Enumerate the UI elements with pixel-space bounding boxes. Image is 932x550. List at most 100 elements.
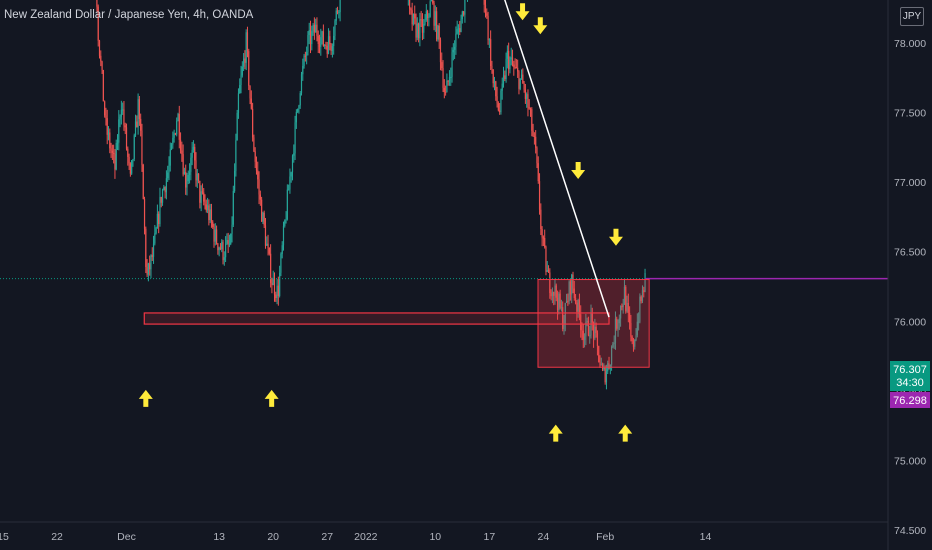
candle-body <box>132 159 134 161</box>
time-tick-label: 24 <box>538 531 550 543</box>
down-arrow-annotation[interactable] <box>533 17 548 35</box>
candle-body <box>613 342 615 344</box>
time-tick-label: 13 <box>213 531 225 543</box>
candle-body <box>300 74 303 94</box>
candle-body <box>631 336 633 342</box>
down-arrow-annotation[interactable] <box>608 228 623 246</box>
candle-body <box>542 237 544 239</box>
candle-body <box>192 146 195 150</box>
price-tick-label: 75.000 <box>894 456 926 468</box>
candle-body <box>237 93 240 113</box>
up-arrow-annotation[interactable] <box>618 424 633 442</box>
candle-body <box>179 139 182 151</box>
up-arrow-annotation[interactable] <box>264 389 279 407</box>
candle-body <box>600 364 602 366</box>
candle-body <box>509 59 511 70</box>
candle-body <box>447 80 449 82</box>
candle-body <box>571 274 573 295</box>
candle-body <box>510 57 512 60</box>
candle-body <box>529 108 532 110</box>
candle-body <box>282 225 285 246</box>
candle-body <box>595 326 597 333</box>
candle-body <box>143 198 146 229</box>
candle-body <box>223 257 225 261</box>
candle-body <box>535 136 537 148</box>
candle-body <box>508 50 510 70</box>
candle-body <box>101 61 103 70</box>
candle-body <box>159 197 161 225</box>
candle-body <box>599 361 601 365</box>
down-arrow-annotation[interactable] <box>571 161 586 179</box>
candle-body <box>541 228 543 238</box>
candle-body <box>185 171 187 188</box>
candle-body <box>194 146 196 161</box>
candle-body <box>186 181 188 188</box>
candle-body <box>149 263 151 270</box>
candle-body <box>540 209 542 229</box>
candle-body <box>138 99 140 119</box>
currency-badge[interactable]: JPY <box>900 7 924 26</box>
candle-body <box>187 175 189 182</box>
candle-body <box>419 19 421 39</box>
consolidation-zone[interactable] <box>537 279 650 368</box>
candle-body <box>113 152 115 154</box>
down-arrow-annotation[interactable] <box>515 3 530 21</box>
candle-body <box>313 24 315 33</box>
price-scale[interactable]: 81.50081.00080.50080.00079.50079.00078.5… <box>894 0 926 537</box>
descending-trendline[interactable] <box>478 0 610 318</box>
time-tick-label: 27 <box>321 531 333 543</box>
candle-body <box>459 28 461 32</box>
candle-body <box>549 272 551 294</box>
candle-body <box>270 253 272 283</box>
candle-body <box>416 23 418 38</box>
candle-body <box>499 110 501 113</box>
candle-body <box>333 35 335 47</box>
candle-body <box>214 229 216 242</box>
candle-body <box>306 51 308 56</box>
candle-body <box>316 24 318 36</box>
candle-body <box>487 15 489 40</box>
candle-body <box>241 66 243 76</box>
candle-body <box>271 282 273 286</box>
candle-body <box>527 94 529 108</box>
candle-body <box>497 103 499 111</box>
candle-body <box>526 94 528 99</box>
candle-body <box>145 228 147 267</box>
candle-body <box>528 107 530 109</box>
support-zone[interactable] <box>143 312 610 325</box>
candle-body <box>573 288 575 298</box>
candle-body <box>190 157 192 172</box>
candle-body <box>96 0 98 7</box>
candle-body <box>246 32 249 52</box>
candle-body <box>578 299 581 315</box>
candle-body <box>124 125 126 128</box>
candle-body <box>408 0 411 9</box>
candle-body <box>259 194 261 200</box>
candle-body <box>574 297 577 303</box>
candle-body <box>224 243 227 258</box>
time-axis[interactable]: 15 22 Dec 13 20 27 2022 10 17 24 Feb 14 <box>0 531 712 543</box>
candle-body <box>297 108 299 112</box>
up-arrow-annotation[interactable] <box>548 424 563 442</box>
candle-body <box>173 133 175 138</box>
up-arrow-annotation[interactable] <box>138 389 153 407</box>
candle-body <box>330 44 332 52</box>
candle-body <box>537 163 539 182</box>
candle-body <box>291 155 294 173</box>
candle-body <box>150 255 152 270</box>
candle-body <box>582 330 584 340</box>
candle-body <box>221 241 223 250</box>
candle-body <box>581 330 583 332</box>
candle-body <box>183 171 186 175</box>
candle-body <box>322 31 324 46</box>
candle-body <box>420 19 422 21</box>
candle-body <box>586 320 588 323</box>
candle-body <box>544 237 546 247</box>
candle-body <box>457 28 460 30</box>
candle-body <box>227 240 229 245</box>
candle-body <box>636 321 638 336</box>
candle-body <box>450 76 452 78</box>
candle-body <box>336 10 339 13</box>
candle-body <box>612 343 614 348</box>
